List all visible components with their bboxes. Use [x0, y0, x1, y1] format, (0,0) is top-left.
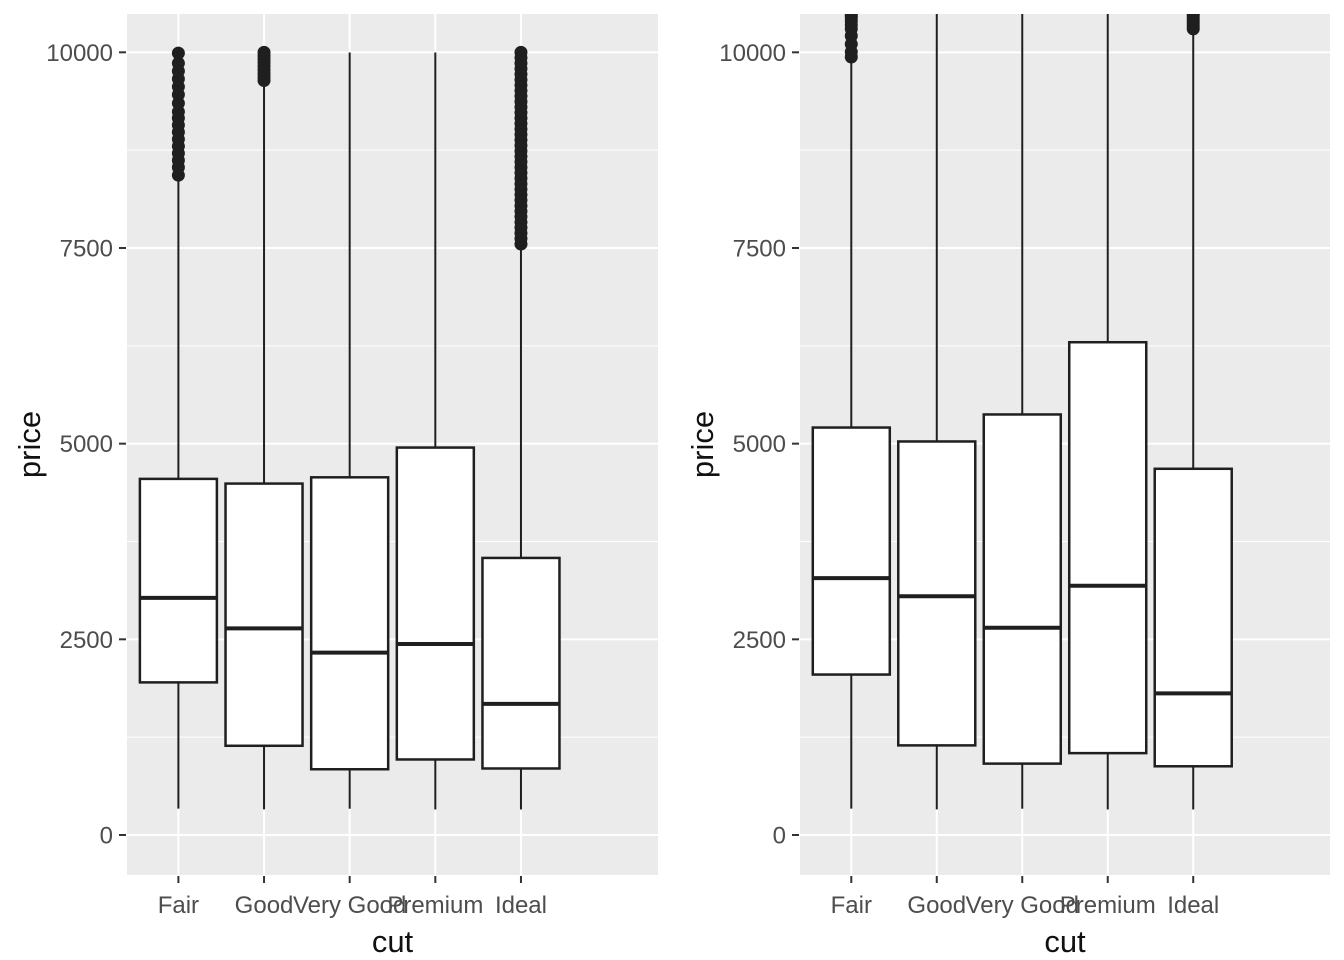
- x-axis-title: cut: [372, 924, 414, 959]
- x-axis-tick-label: Very Good: [293, 892, 406, 919]
- y-axis-tick-label: 7500: [733, 235, 786, 262]
- iqr-box: [982, 413, 1063, 765]
- y-axis-tick-label: 5000: [733, 431, 786, 458]
- outlier-point: [514, 45, 528, 59]
- boxplot-fair: [138, 46, 219, 809]
- x-axis-tick-label: Ideal: [1167, 892, 1219, 919]
- y-axis-tick-label: 2500: [60, 627, 113, 654]
- outlier-point: [844, 14, 858, 21]
- boxplot-very-good: [982, 14, 1063, 809]
- outlier-point: [171, 56, 185, 70]
- outlier-point: [1186, 14, 1200, 21]
- outlier-point: [257, 45, 271, 59]
- iqr-box: [811, 426, 892, 676]
- panel-left: 0 2500 5000 7500 10000 Fair Good Very GoodPremi…: [12, 14, 658, 959]
- iqr-box: [395, 446, 476, 761]
- x-axis-tick-label: Very Good: [966, 892, 1079, 919]
- boxplot-good: [897, 14, 977, 810]
- x-axis-tick-label: Good: [235, 892, 294, 919]
- x-axis-tick-label: Premium: [1060, 892, 1156, 919]
- y-axis-title: price: [12, 411, 47, 478]
- x-axis-tick-label: Fair: [831, 892, 872, 919]
- iqr-box: [309, 476, 390, 771]
- y-axis-tick-label: 5000: [60, 431, 113, 458]
- iqr-box: [224, 482, 304, 748]
- x-axis-tick-label: Premium: [387, 892, 483, 919]
- boxplot-good: [224, 45, 304, 810]
- y-axis-tick-label: 0: [100, 823, 113, 850]
- y-axis-tick-label: 10000: [719, 40, 786, 67]
- y-axis-tick-label: 10000: [46, 40, 113, 67]
- panel-right: 0 2500 5000 7500 10000 Fair Good Very GoodPremi…: [685, 14, 1330, 959]
- x-axis-title: cut: [1044, 924, 1086, 959]
- boxplot-layer: [811, 14, 1233, 810]
- boxplot-ideal: [1153, 14, 1233, 810]
- boxplot-very-good: [309, 52, 390, 809]
- boxplot-fair: [811, 14, 892, 809]
- outlier-point: [171, 46, 185, 60]
- iqr-box: [481, 556, 561, 770]
- boxplot-layer: [138, 45, 561, 810]
- iqr-box: [1067, 340, 1148, 755]
- iqr-box: [1153, 467, 1233, 768]
- y-axis-tick-label: 7500: [60, 235, 113, 262]
- x-axis-tick-label: Ideal: [495, 892, 547, 919]
- boxplot-premium: [395, 52, 476, 810]
- iqr-box: [138, 477, 219, 684]
- y-axis-tick-label: 2500: [733, 627, 786, 654]
- y-axis-tick-label: 0: [773, 823, 786, 850]
- iqr-box: [897, 440, 977, 747]
- boxplot-ideal: [481, 45, 561, 810]
- y-axis-title: price: [685, 411, 720, 478]
- boxplot-premium: [1067, 14, 1148, 810]
- x-axis-tick-label: Good: [907, 892, 966, 919]
- x-axis-tick-label: Fair: [158, 892, 199, 919]
